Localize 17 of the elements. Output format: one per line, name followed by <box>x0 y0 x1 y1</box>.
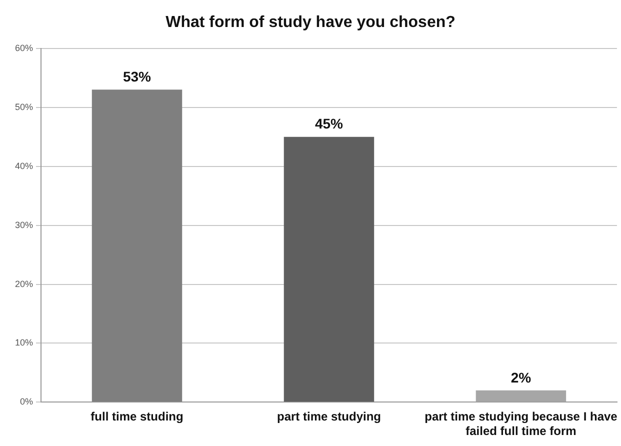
data-label: 2% <box>510 369 532 386</box>
data-label: 53% <box>122 68 152 85</box>
data-label: 45% <box>314 116 344 132</box>
bar <box>476 390 566 402</box>
y-tick-label: 40% <box>15 160 34 171</box>
y-tick-label: 50% <box>15 102 34 112</box>
x-tick-label: full time studing <box>90 410 184 424</box>
y-tick-label: 60% <box>15 42 34 53</box>
bar <box>92 90 182 402</box>
y-tick-label: 10% <box>15 338 34 348</box>
chart-title: What form of study have you chosen? <box>164 14 456 32</box>
y-tick-label: 20% <box>15 278 34 289</box>
y-tick-label: 30% <box>15 220 34 230</box>
bar <box>284 136 374 402</box>
y-tick-label: 0% <box>20 396 34 407</box>
x-tick-label: part time studying because I have failed full time form <box>424 410 618 438</box>
x-tick-label: part time studying <box>276 410 381 424</box>
